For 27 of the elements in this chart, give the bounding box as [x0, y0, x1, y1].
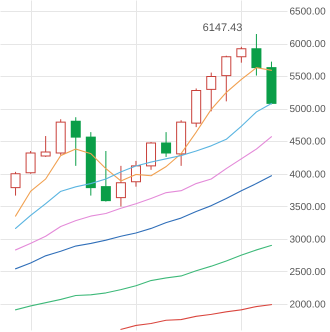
- line-series: [14, 175, 272, 270]
- candlestick: [26, 150, 36, 174]
- line-series: [120, 304, 272, 330]
- y-tick-label: 2500.00: [290, 266, 326, 278]
- candlestick: [146, 142, 156, 170]
- candlestick: [116, 165, 126, 208]
- annotation: 6147.43: [202, 22, 242, 34]
- candlestick: [206, 72, 216, 112]
- y-tick-label: 6000.00: [290, 39, 326, 50]
- candlestick: [70, 116, 81, 166]
- y-tick-label: 3000.00: [290, 234, 326, 246]
- y-tick-label: 2000.00: [290, 299, 326, 310]
- y-tick-label: 4000.00: [290, 169, 326, 180]
- candlestick: [100, 150, 111, 202]
- candlestick: [251, 34, 262, 76]
- y-tick-label: 5000.00: [290, 104, 326, 116]
- candlestick: [40, 136, 51, 158]
- candlestick: [161, 132, 172, 158]
- y-tick-label: 5500.00: [290, 72, 326, 83]
- y-tick-label: 4500.00: [290, 136, 326, 148]
- y-tick-label: 3500.00: [290, 202, 326, 213]
- line-series: [14, 136, 272, 250]
- candlestick: [10, 171, 21, 196]
- candlestick: [236, 46, 246, 64]
- line-series: [14, 244, 272, 310]
- y-tick-label: 6500.00: [290, 6, 326, 18]
- candlestick: [221, 55, 232, 102]
